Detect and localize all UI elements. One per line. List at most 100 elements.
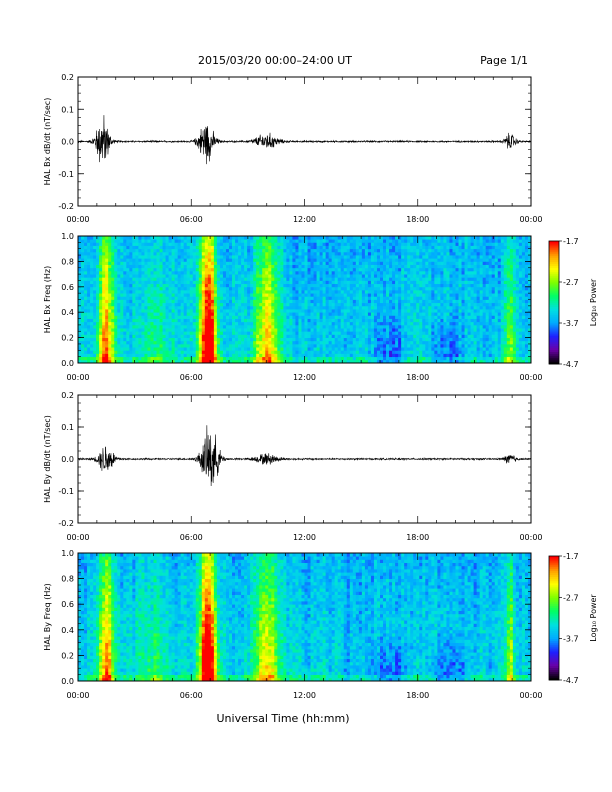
heatmap-cell <box>216 286 221 291</box>
heatmap-cell <box>289 251 293 256</box>
heatmap-cell <box>210 245 215 250</box>
heatmap-cell <box>111 289 115 294</box>
heatmap-cell <box>87 255 91 259</box>
heatmap-cell <box>129 324 133 329</box>
heatmap-cell <box>443 258 447 262</box>
heatmap-cell <box>268 328 272 332</box>
heatmap-cell <box>189 347 194 351</box>
heatmap-cell <box>331 286 336 291</box>
heatmap-cell <box>301 267 305 272</box>
heatmap-cell <box>389 258 393 262</box>
heatmap-cell <box>177 315 182 319</box>
heatmap-cell <box>380 315 384 319</box>
heatmap-cell <box>383 255 387 259</box>
heatmap-cell <box>364 337 369 342</box>
heatmap-cell <box>373 353 378 358</box>
heatmap-cell <box>147 337 151 342</box>
heatmap-cell <box>250 283 254 288</box>
heatmap-cell <box>283 242 287 246</box>
heatmap-cell <box>295 277 299 281</box>
heatmap-cell <box>256 261 260 265</box>
heatmap-cell <box>78 318 82 323</box>
heatmap-cell <box>283 302 287 307</box>
heatmap-cell <box>247 239 251 243</box>
heatmap-cell <box>105 242 109 246</box>
heatmap-cell <box>102 328 106 332</box>
heatmap-cell <box>268 359 272 364</box>
heatmap-cell <box>331 280 336 285</box>
heatmap-cell <box>425 258 429 262</box>
heatmap-cell <box>286 280 290 285</box>
heatmap-cell <box>271 312 275 316</box>
heatmap-cell <box>207 343 212 348</box>
heatmap-cell <box>213 340 218 345</box>
heatmap-cell <box>87 328 91 332</box>
heatmap-cell <box>271 267 275 272</box>
heatmap-cell <box>310 305 314 310</box>
heatmap-cell <box>280 239 284 243</box>
heatmap-cell <box>370 331 375 335</box>
heatmap-cell <box>102 312 106 316</box>
heatmap-cell <box>238 267 242 272</box>
heatmap-cell <box>283 289 287 294</box>
heatmap-cell <box>386 353 390 358</box>
heatmap-cell <box>90 270 94 275</box>
heatmap-cell <box>183 359 188 364</box>
heatmap-cell <box>319 356 324 361</box>
heatmap-cell <box>156 331 160 335</box>
heatmap-cell <box>370 242 375 246</box>
heatmap-cell <box>283 343 287 348</box>
heatmap-cell <box>407 309 411 313</box>
heatmap-cell <box>225 359 230 364</box>
heatmap-cell <box>413 270 417 275</box>
heatmap-cell <box>310 245 314 250</box>
heatmap-cell <box>349 299 354 304</box>
heatmap-cell <box>259 318 263 323</box>
heatmap-cell <box>87 264 91 269</box>
heatmap-cell <box>93 305 97 310</box>
heatmap-cell <box>334 305 339 310</box>
heatmap-cell <box>340 239 345 243</box>
heatmap-cell <box>286 239 290 243</box>
heatmap-cell <box>383 356 387 361</box>
heatmap-cell <box>343 318 348 323</box>
heatmap-cell <box>395 305 399 310</box>
heatmap-cell <box>343 258 348 262</box>
heatmap-cell <box>189 331 194 335</box>
heatmap-cell <box>413 337 417 342</box>
heatmap-cell <box>298 315 302 319</box>
heatmap-cell <box>413 302 417 307</box>
heatmap-cell <box>422 350 426 354</box>
heatmap-cell <box>443 328 447 332</box>
heatmap-cell <box>322 324 327 329</box>
heatmap-cell <box>235 242 239 246</box>
heatmap-cell <box>81 305 85 310</box>
heatmap-cell <box>213 343 218 348</box>
heatmap-cell <box>319 324 324 329</box>
heatmap-cell <box>431 289 435 294</box>
heatmap-cell <box>262 324 266 329</box>
heatmap-cell <box>87 270 91 275</box>
heatmap-cell <box>147 359 151 364</box>
heatmap-cell <box>389 302 393 307</box>
heatmap-cell <box>168 315 173 319</box>
heatmap-cell <box>229 236 233 240</box>
heatmap-cell <box>271 280 275 285</box>
heatmap-cell <box>78 343 82 348</box>
heatmap-cell <box>120 283 124 288</box>
heatmap-cell <box>229 359 233 364</box>
heatmap-cell <box>183 321 188 326</box>
heatmap-cell <box>232 324 236 329</box>
heatmap-cell <box>407 324 411 329</box>
heatmap-cell <box>413 324 417 329</box>
heatmap-cell <box>301 340 305 345</box>
heatmap-cell <box>280 293 284 297</box>
heatmap-cell <box>331 347 336 351</box>
heatmap-cell <box>310 239 314 243</box>
heatmap-cell <box>111 324 115 329</box>
heatmap-cell <box>186 274 191 278</box>
heatmap-cell <box>310 277 314 281</box>
heatmap-cell <box>325 236 330 240</box>
page-number: Page 1/1 <box>480 54 528 67</box>
heatmap-cell <box>364 334 369 338</box>
